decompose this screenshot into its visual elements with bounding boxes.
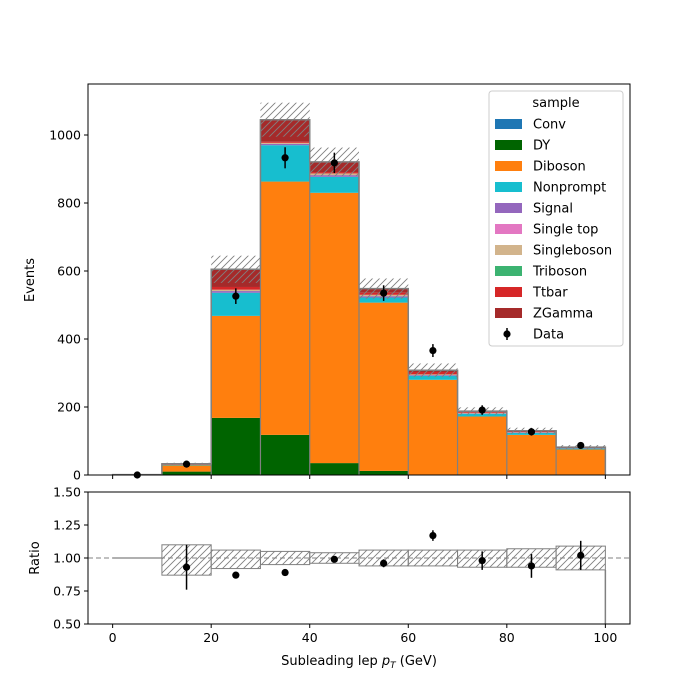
bar-dy <box>161 471 212 475</box>
data-point <box>232 292 240 300</box>
ratio-panel: 0.50 0.75 1.00 1.25 1.50 0 20 40 60 80 100 Ratio <box>28 485 631 645</box>
bar-dy <box>309 463 359 475</box>
y-tick-label: 1000 <box>49 128 81 143</box>
legend-label: Ttbar <box>532 286 568 301</box>
main-x-ticks <box>112 475 606 479</box>
legend-label: Triboson <box>532 265 587 280</box>
ratio-point <box>330 555 338 563</box>
bar-diboson <box>408 379 458 475</box>
data-point <box>577 441 585 450</box>
x-axis-label: Subleading lep pT (GeV) <box>281 654 437 671</box>
x-tick-label: 0 <box>109 630 117 645</box>
main-plot-area <box>111 102 607 479</box>
legend-label: Conv <box>533 118 566 133</box>
y-tick-label: 400 <box>57 332 81 347</box>
legend-items: Conv DY Diboson Nonprompt Signal Single top Si… <box>495 118 612 343</box>
bar-diboson <box>309 192 359 464</box>
bar-ttbar <box>260 141 310 143</box>
x-tick-label: 60 <box>400 630 416 645</box>
legend-label: Singleboson <box>533 244 612 259</box>
legend-swatch-dy <box>495 140 522 150</box>
bar-dy <box>211 417 261 475</box>
ratio-y-tick-label: 1.25 <box>53 518 81 533</box>
legend-label: Data <box>533 328 564 343</box>
ratio-y-tick-label: 0.75 <box>53 584 81 599</box>
bar-diboson <box>260 181 310 435</box>
legend-swatch-nonprompt <box>495 182 522 192</box>
ratio-y-tick-label: 1.00 <box>53 551 81 566</box>
data-point <box>281 154 289 162</box>
y-tick-label: 600 <box>57 264 81 279</box>
y-tick-label: 0 <box>73 468 81 483</box>
main-y-ticks: 0 200 400 600 800 1000 <box>49 128 88 483</box>
ratio-point <box>429 531 437 540</box>
bar-diboson <box>161 465 212 472</box>
data-point <box>380 289 388 297</box>
bar-singleboson <box>260 142 310 144</box>
bar-diboson <box>359 302 409 471</box>
x-tick-label: 40 <box>302 630 318 645</box>
ratio-y-tick-label: 1.50 <box>53 485 81 500</box>
bar-nonprompt <box>309 176 359 193</box>
legend-label: Nonprompt <box>533 181 606 196</box>
ratio-y-axis-label: Ratio <box>28 541 43 574</box>
bar-diboson <box>556 449 606 475</box>
bar-nonprompt <box>211 292 261 316</box>
x-tick-label: 20 <box>203 630 219 645</box>
x-tick-label: 100 <box>593 630 617 645</box>
legend: sample Conv DY Diboson Nonprompt Signal Singl… <box>488 90 624 347</box>
legend-marker-data <box>503 330 511 338</box>
legend-swatch-triboson <box>495 266 522 276</box>
ratio-y-ticks: 0.50 0.75 1.00 1.25 1.50 <box>53 485 88 632</box>
bar-dy <box>359 470 409 475</box>
bar-diboson <box>211 315 261 418</box>
legend-swatch-diboson <box>495 161 522 171</box>
bar-nonprompt <box>408 375 458 380</box>
main-panel: 0 200 400 600 800 1000 Events <box>23 83 631 483</box>
legend-swatch-conv <box>495 119 522 129</box>
ratio-point <box>577 551 585 559</box>
data-point <box>429 346 437 355</box>
bar-nonprompt <box>457 413 507 417</box>
data-point <box>330 159 338 167</box>
legend-swatch-ttbar <box>495 287 522 297</box>
ratio-point <box>232 571 240 579</box>
legend-swatch-zgamma <box>495 308 522 318</box>
x-tick-label: 80 <box>499 630 515 645</box>
bar-diboson <box>506 434 557 475</box>
legend-label: ZGamma <box>533 307 593 322</box>
legend-label: Single top <box>533 223 598 238</box>
ratio-point <box>380 559 388 567</box>
legend-title: sample <box>532 96 579 111</box>
ratio-point <box>182 563 191 571</box>
legend-swatch-single-top <box>495 224 522 234</box>
data-point <box>478 406 486 414</box>
main-axes-frame <box>87 83 631 476</box>
data-point <box>182 460 191 468</box>
ratio-point <box>478 557 486 565</box>
ratio-y-tick-label: 0.50 <box>53 617 81 632</box>
data-point <box>527 428 536 436</box>
ratio-x-ticks: 0 20 40 60 80 100 <box>109 624 617 645</box>
legend-swatch-singleboson <box>495 245 522 255</box>
legend-frame <box>488 90 624 347</box>
legend-swatch-signal <box>495 203 522 213</box>
ratio-point <box>281 568 289 577</box>
legend-label: Diboson <box>533 160 586 175</box>
y-tick-label: 800 <box>57 196 81 211</box>
legend-label: Signal <box>533 202 573 217</box>
bar-dy <box>260 434 310 475</box>
ratio-point <box>527 562 536 570</box>
ratio-uncertainty-band <box>210 549 261 570</box>
bar-diboson <box>457 416 507 475</box>
ratio-plot-area <box>88 530 630 624</box>
main-y-axis-label: Events <box>23 258 38 302</box>
bar-signal <box>260 143 310 146</box>
legend-label: DY <box>533 139 550 154</box>
y-tick-label: 200 <box>57 400 81 415</box>
